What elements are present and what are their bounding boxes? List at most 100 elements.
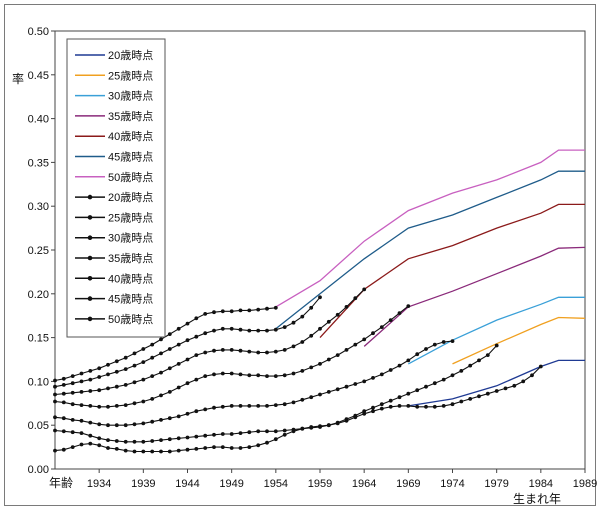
data-point [468,363,473,368]
data-point [388,398,393,403]
legend-label: 20歳時点 [108,191,153,204]
data-point [450,339,455,343]
data-point [70,374,75,378]
data-point [530,373,534,378]
data-point [114,369,119,374]
data-point [159,418,163,422]
data-point [212,432,216,437]
data-point [256,404,261,408]
data-point [176,448,181,453]
legend-marker [87,194,93,200]
data-point [441,340,446,344]
data-point [282,402,287,407]
data-point [53,428,57,433]
data-point [194,447,199,451]
data-point [194,334,199,339]
data-point [309,395,314,400]
data-point [335,387,340,392]
legend-label: 50歳時点 [108,171,153,184]
data-point [70,390,75,395]
data-point [61,376,66,381]
data-point [185,338,190,343]
data-point [159,351,163,356]
data-point [379,325,384,329]
legend-marker [87,276,93,281]
data-point [229,309,234,314]
data-point [123,367,128,371]
data-point [238,446,243,450]
data-point [388,318,393,322]
data-point [150,449,155,454]
data-point [459,369,464,373]
chart-frame: 0.00 0.05 0.10 0.15 0.20 0.25 0.30 0.35 0.40 0.45… [4,4,597,506]
data-point [79,371,84,376]
x-tick-label: 1944 [175,478,199,490]
data-point [123,448,128,453]
data-point [406,358,411,363]
data-point [450,402,455,407]
data-point [123,403,128,407]
legend-marker [87,215,93,220]
data-point [97,366,102,371]
data-point [238,404,243,408]
data-point [282,373,287,378]
data-point [150,439,155,443]
data-point [265,404,269,408]
data-point [114,404,119,408]
data-point [185,321,190,326]
data-point [141,439,146,444]
data-point [159,438,163,442]
data-point [185,381,190,386]
data-point [203,374,208,378]
data-point [97,436,102,441]
data-point [79,418,84,423]
data-point [70,381,75,386]
x-tick-label: 1969 [396,478,420,490]
data-point [159,337,163,342]
data-point [70,402,75,407]
data-point [256,350,261,355]
y-tick-label: 0.15 [28,333,49,345]
data-point [159,449,163,454]
data-point [220,404,225,409]
data-point [106,372,110,377]
data-point [512,383,517,388]
data-point [265,306,269,311]
data-point [371,331,375,336]
x-tick-label: 1949 [219,478,243,490]
data-point [185,357,190,362]
data-point [194,316,199,321]
data-point [88,404,93,408]
data-point [353,342,358,347]
data-point [229,371,234,376]
data-point [203,331,208,336]
data-point [203,446,208,450]
data-point [282,428,287,433]
legend: 20歳時点 25歳時点 30歳時点 35歳時点 40歳時点 45歳時点 50歳時点 20歳時点… [66,38,166,338]
data-point [247,373,252,378]
data-point [326,423,331,428]
data-point [477,394,481,399]
data-point [247,308,252,313]
data-point [61,391,66,396]
data-point [79,379,84,384]
data-point [344,348,349,352]
data-point [53,384,57,389]
data-point [132,449,137,454]
data-point [406,304,411,308]
data-point [256,373,261,378]
data-point [132,380,137,385]
data-point [123,439,128,444]
data-point [371,405,375,410]
data-point [150,397,155,401]
data-point [273,374,278,378]
data-point [185,447,190,452]
data-point [132,401,137,406]
data-point [265,374,269,378]
data-point [371,376,375,380]
data-point [247,445,252,449]
data-point [238,431,243,435]
data-point [53,415,57,420]
data-point [335,312,340,317]
data-point [167,332,172,336]
